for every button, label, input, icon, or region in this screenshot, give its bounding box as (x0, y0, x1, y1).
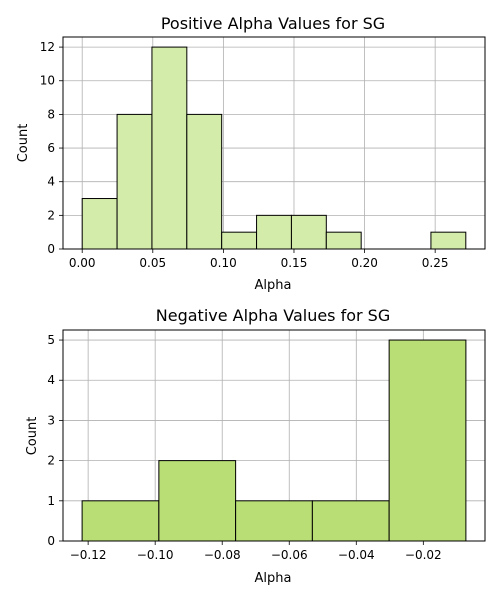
histogram-bar (325, 231, 362, 250)
x-tick-label: 0.15 (281, 256, 308, 270)
y-tick-label: 8 (47, 107, 55, 121)
bars (81, 46, 467, 250)
x-tick-label: −0.12 (70, 548, 107, 562)
y-tick-label: 4 (47, 373, 55, 387)
histogram-bar (430, 231, 467, 250)
x-ticks: 0.00 0.05 0.10 0.15 0.20 0.25 (69, 249, 449, 270)
y-tick-label: 6 (47, 141, 55, 155)
y-ticks: 0 2 4 6 8 10 12 (40, 40, 63, 256)
histogram-bar (158, 460, 237, 542)
y-ticks: 0 1 2 3 4 5 (47, 333, 63, 548)
y-tick-label: 10 (40, 74, 55, 88)
y-tick-label: 3 (47, 413, 55, 427)
chart-title: Negative Alpha Values for SG (156, 306, 390, 325)
histogram-bar (256, 214, 292, 250)
histogram-bar (388, 339, 467, 542)
x-tick-label: −0.06 (271, 548, 308, 562)
x-axis-label: Alpha (255, 278, 292, 293)
positive-alpha-histogram: Positive Alpha Values for SG 0.00 0.05 0.1… (16, 14, 486, 293)
x-tick-label: 0.25 (422, 256, 449, 270)
x-tick-label: 0.10 (210, 256, 237, 270)
y-tick-label: 5 (47, 333, 55, 347)
y-tick-label: 4 (47, 175, 55, 189)
histogram-bar (186, 113, 223, 250)
x-tick-label: 0.05 (139, 256, 166, 270)
histogram-bar (116, 113, 153, 250)
x-ticks: −0.12 −0.10 −0.08 −0.06 −0.04 −0.02 (70, 541, 442, 562)
x-tick-label: −0.04 (338, 548, 375, 562)
histogram-bar (221, 231, 258, 250)
y-tick-label: 0 (47, 534, 55, 548)
y-tick-label: 12 (40, 40, 55, 54)
histogram-bar (235, 500, 313, 542)
x-tick-label: −0.10 (137, 548, 174, 562)
y-axis-label: Count (25, 417, 40, 456)
histogram-bar (290, 214, 327, 250)
histogram-bar (81, 198, 118, 250)
x-tick-label: −0.02 (405, 548, 442, 562)
chart-title: Positive Alpha Values for SG (161, 14, 385, 33)
y-tick-label: 2 (47, 208, 55, 222)
plot-frame (62, 36, 486, 250)
y-tick-label: 0 (47, 242, 55, 256)
y-tick-label: 1 (47, 494, 55, 508)
x-tick-label: 0.20 (351, 256, 378, 270)
x-axis-label: Alpha (255, 571, 292, 586)
bars (81, 339, 467, 542)
negative-alpha-histogram: Negative Alpha Values for SG −0.12 −0.10−… (25, 306, 486, 586)
histogram-bar (151, 46, 188, 250)
y-tick-label: 2 (47, 454, 55, 468)
y-axis-label: Count (16, 124, 31, 163)
histogram-bar (311, 500, 390, 542)
x-tick-label: −0.08 (204, 548, 241, 562)
plot-frame (62, 329, 486, 542)
x-tick-label: 0.00 (69, 256, 96, 270)
histogram-bar (81, 500, 160, 542)
